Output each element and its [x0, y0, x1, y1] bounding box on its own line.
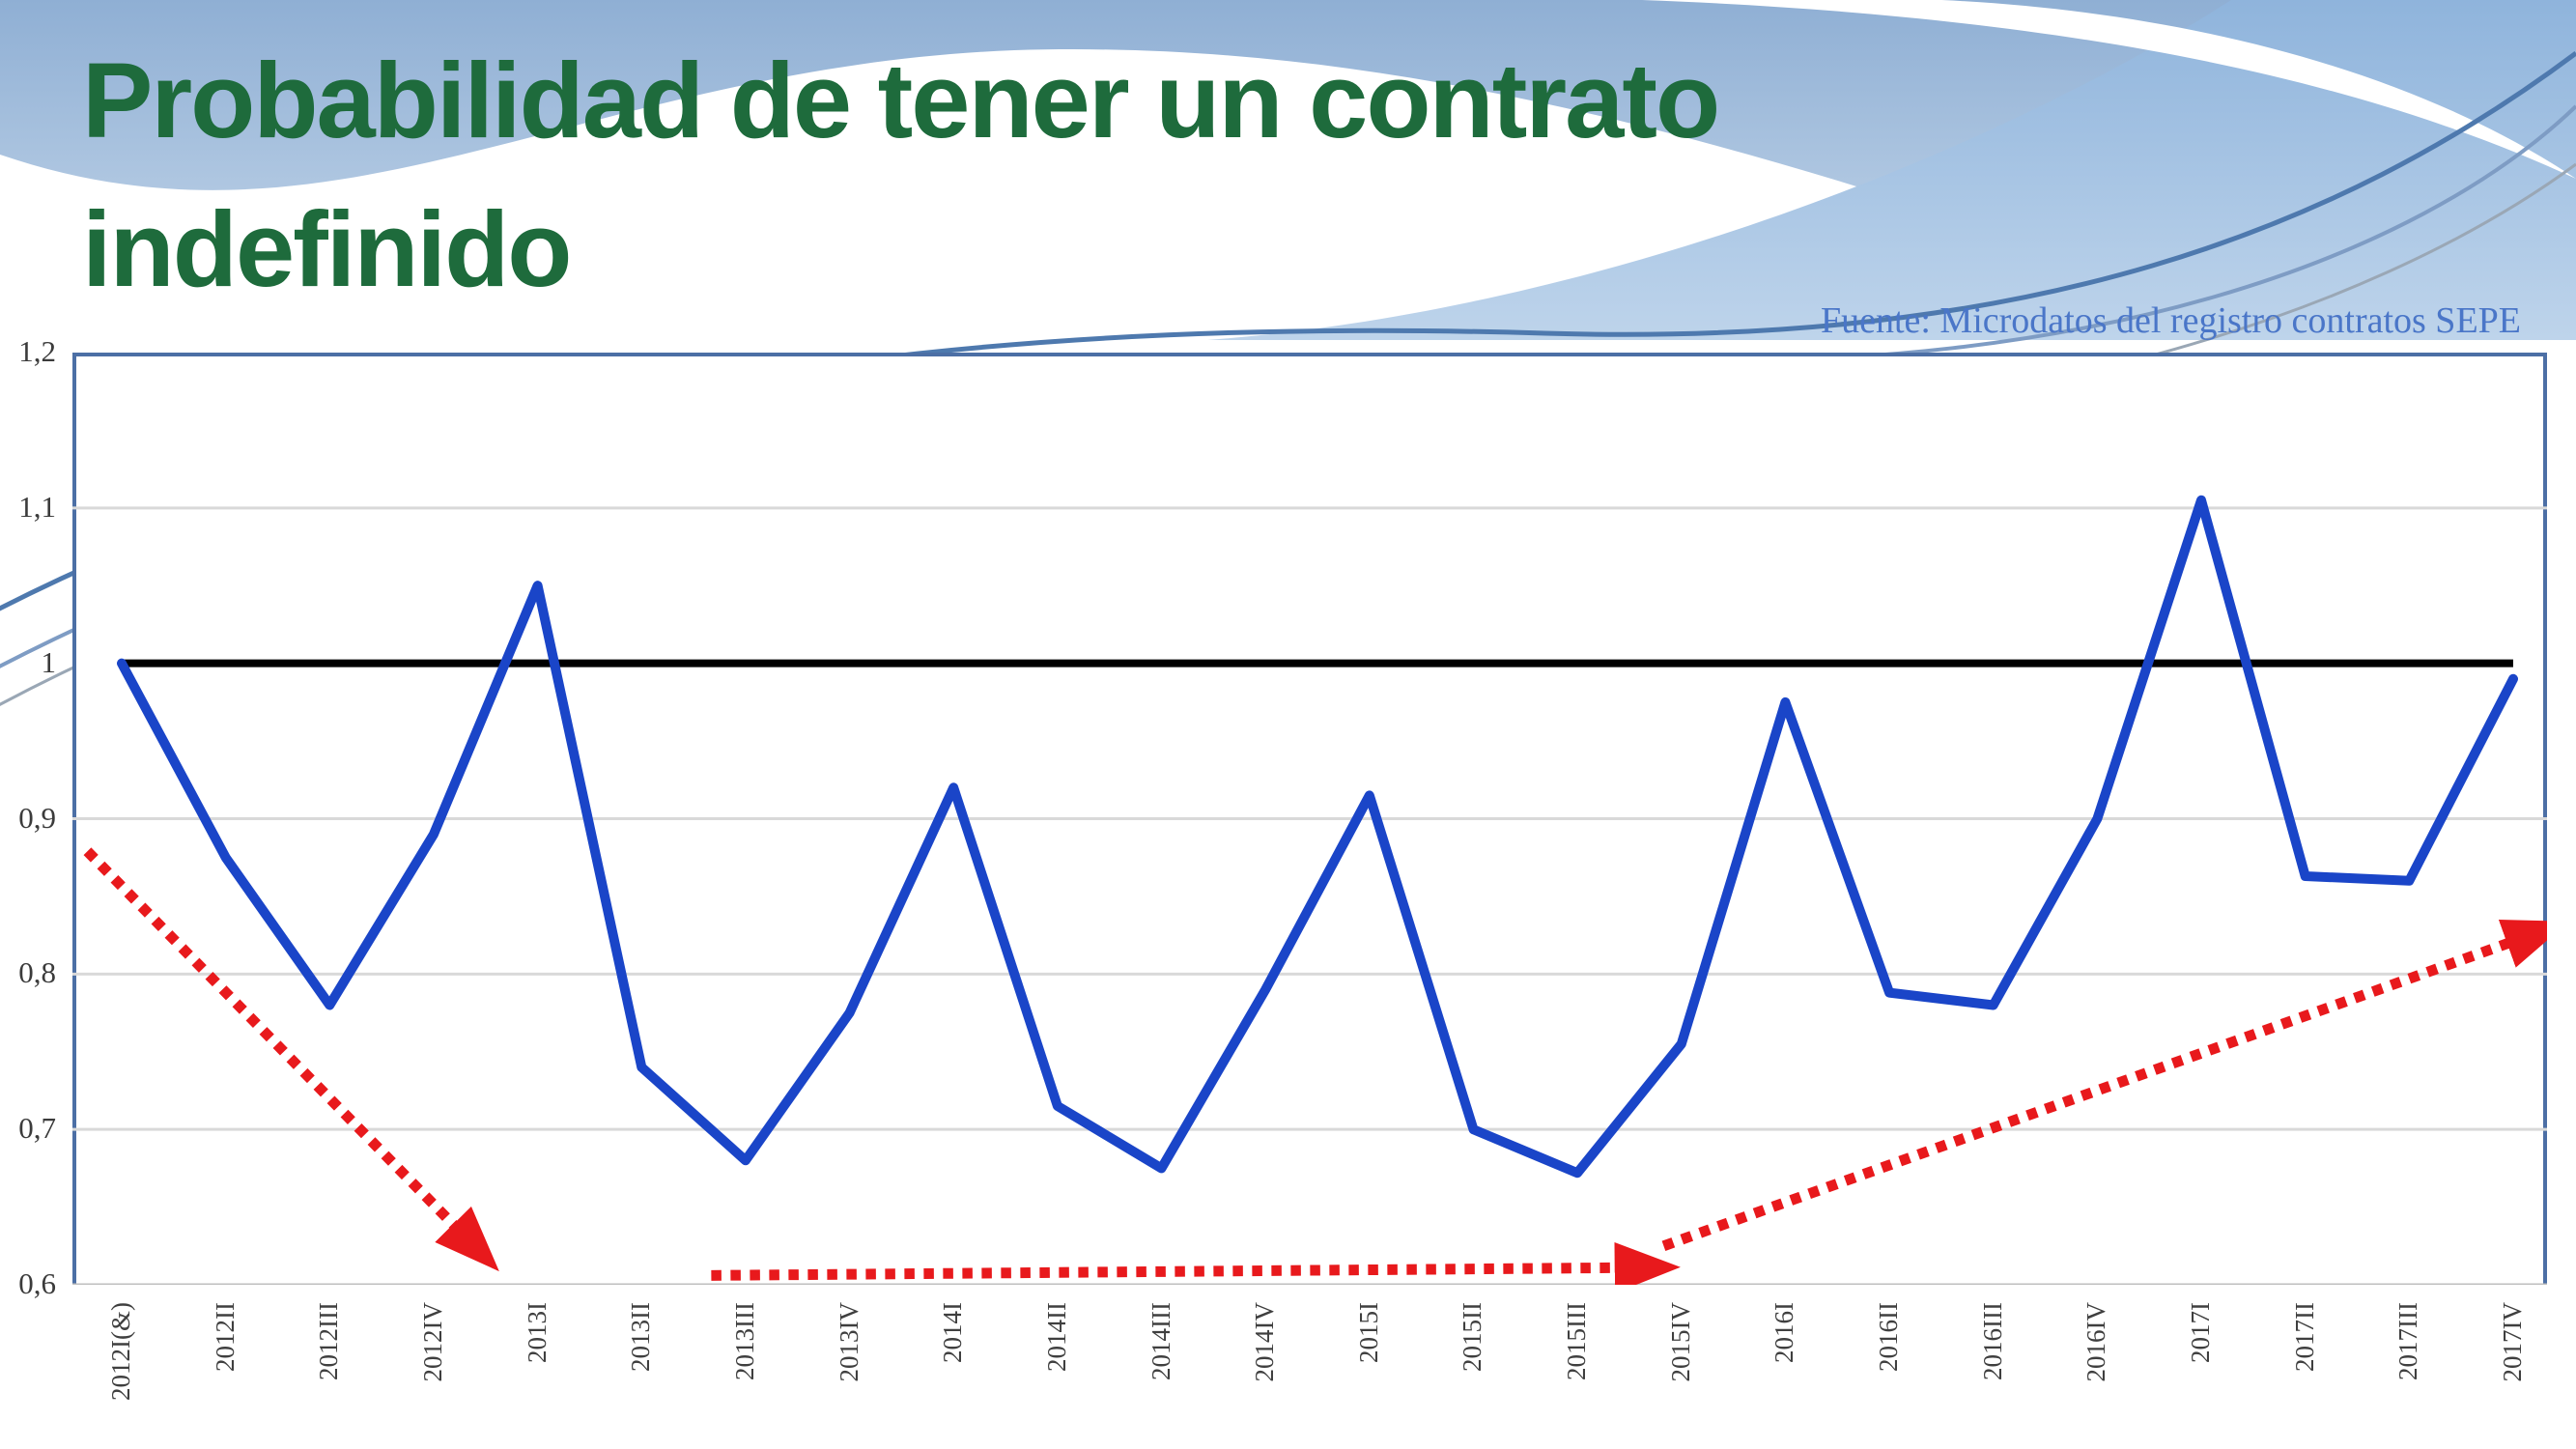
x-tick-label: 2013IV — [834, 1302, 863, 1382]
gridlines — [72, 506, 2547, 1285]
x-tick-label: 2016III — [1977, 1302, 2007, 1380]
x-tick-label: 2012II — [210, 1302, 240, 1372]
x-tick-label: 2012I(&) — [106, 1302, 135, 1401]
trend-arrow — [711, 1241, 1681, 1285]
x-tick-label: 2012IV — [417, 1302, 447, 1382]
x-tick-label: 2013I — [522, 1302, 552, 1363]
page-title-line1: Probabilidad de tener un contrato — [82, 42, 1720, 160]
x-tick-label: 2016IV — [2081, 1302, 2111, 1382]
x-tick-label: 2015IV — [1665, 1302, 1695, 1382]
y-tick-label: 1,2 — [18, 334, 56, 368]
x-tick-label: 2013II — [626, 1302, 656, 1372]
trend-arrows-group — [83, 847, 2547, 1285]
y-tick-label: 0,6 — [18, 1266, 56, 1300]
trend-arrow — [83, 847, 499, 1272]
y-tick-label: 1 — [41, 644, 57, 679]
y-tick-label: 0,9 — [18, 800, 56, 835]
chart-plot-area — [72, 353, 2547, 1285]
x-tick-label: 2017IV — [2497, 1302, 2527, 1382]
x-tick-label: 2017II — [2289, 1302, 2319, 1372]
source-note: Fuente: Microdatos del registro contrato… — [1820, 300, 2521, 341]
data-series-group — [117, 495, 2518, 1179]
header-swoosh-blue-band — [1207, 0, 2576, 340]
x-tick-label: 2013III — [729, 1302, 759, 1380]
page-title-line2: indefinido — [82, 190, 572, 309]
header-swoosh-top-sliver — [1642, 0, 2576, 179]
trend-arrow — [1661, 919, 2547, 1251]
chart-canvas — [72, 495, 2547, 1285]
y-tick-label: 1,1 — [18, 489, 56, 524]
x-tick-label: 2014I — [938, 1302, 968, 1363]
x-tick-label: 2012III — [314, 1302, 344, 1380]
y-tick-label: 0,8 — [18, 955, 56, 990]
x-tick-label: 2016II — [1874, 1302, 1904, 1372]
x-tick-label: 2014IV — [1250, 1302, 1280, 1382]
x-tick-label: 2015III — [1562, 1302, 1592, 1380]
x-tick-label: 2016I — [1769, 1302, 1799, 1363]
x-tick-label: 2017I — [2186, 1302, 2215, 1363]
page-title: Probabilidad de tener un contrato indefi… — [82, 27, 1720, 325]
x-tick-label: 2014II — [1041, 1302, 1071, 1372]
x-tick-label: 2015I — [1353, 1302, 1383, 1363]
x-tick-label: 2017III — [2393, 1302, 2423, 1380]
x-tick-label: 2014III — [1146, 1302, 1175, 1380]
y-tick-label: 0,7 — [18, 1111, 56, 1146]
x-tick-label: 2015II — [1458, 1302, 1487, 1372]
data-series-line — [117, 495, 2518, 1179]
